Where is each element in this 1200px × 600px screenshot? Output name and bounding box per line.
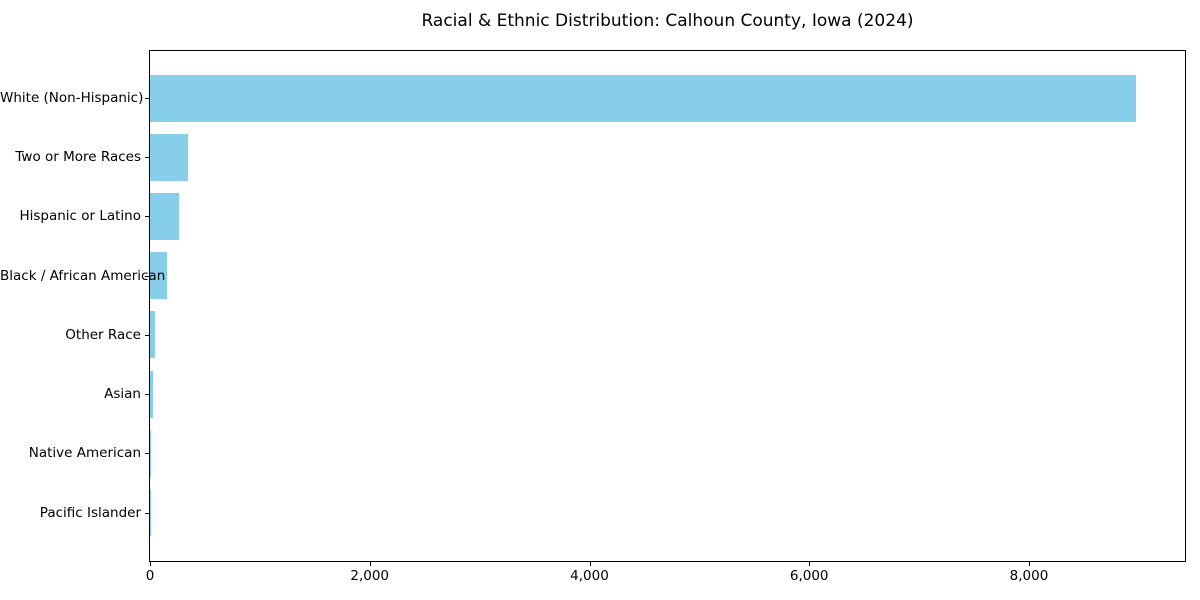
x-tick-label: 8,000 bbox=[1009, 568, 1049, 584]
y-tick-mark bbox=[145, 216, 149, 218]
y-tick-label: Native American bbox=[28, 445, 141, 462]
x-tick-mark bbox=[589, 562, 591, 566]
x-tick-mark bbox=[369, 562, 371, 566]
bar-native-american bbox=[150, 429, 152, 477]
x-tick-label: 0 bbox=[145, 568, 155, 584]
x-tick-mark bbox=[1029, 562, 1030, 566]
x-tick-label: 2,000 bbox=[350, 568, 390, 584]
x-tick-label: 4,000 bbox=[570, 568, 609, 584]
x-tick-mark bbox=[809, 562, 811, 566]
bar-other-race bbox=[150, 311, 156, 359]
y-tick-mark bbox=[145, 157, 149, 159]
y-tick-label: Pacific Islander bbox=[39, 504, 141, 521]
chart-title: Racial & Ethnic Distribution: Calhoun Co… bbox=[421, 11, 914, 31]
y-tick-mark bbox=[145, 275, 149, 277]
bar-white-non-hispanic bbox=[150, 74, 1136, 122]
y-tick-label: White (Non-Hispanic) bbox=[0, 90, 144, 106]
y-tick-label: Asian bbox=[104, 386, 141, 403]
x-tick-mark bbox=[150, 562, 151, 566]
x-tick-label: 6,000 bbox=[789, 568, 829, 584]
y-tick-mark bbox=[145, 512, 149, 514]
y-tick-mark bbox=[145, 98, 149, 99]
y-tick-mark bbox=[145, 394, 149, 396]
y-tick-label: Black / African American bbox=[0, 267, 166, 284]
y-tick-label: Hispanic or Latino bbox=[19, 208, 141, 225]
bar-hispanic-or-latino bbox=[150, 192, 180, 240]
bar-two-or-more-races bbox=[150, 133, 188, 181]
y-tick-mark bbox=[145, 453, 149, 455]
bar-asian bbox=[150, 370, 153, 418]
y-tick-label: Other Race bbox=[65, 326, 141, 343]
bar-black-african-american bbox=[150, 252, 167, 300]
plot-area bbox=[149, 50, 1186, 562]
y-tick-mark bbox=[145, 334, 149, 336]
y-tick-label: Two or More Races bbox=[15, 149, 141, 166]
